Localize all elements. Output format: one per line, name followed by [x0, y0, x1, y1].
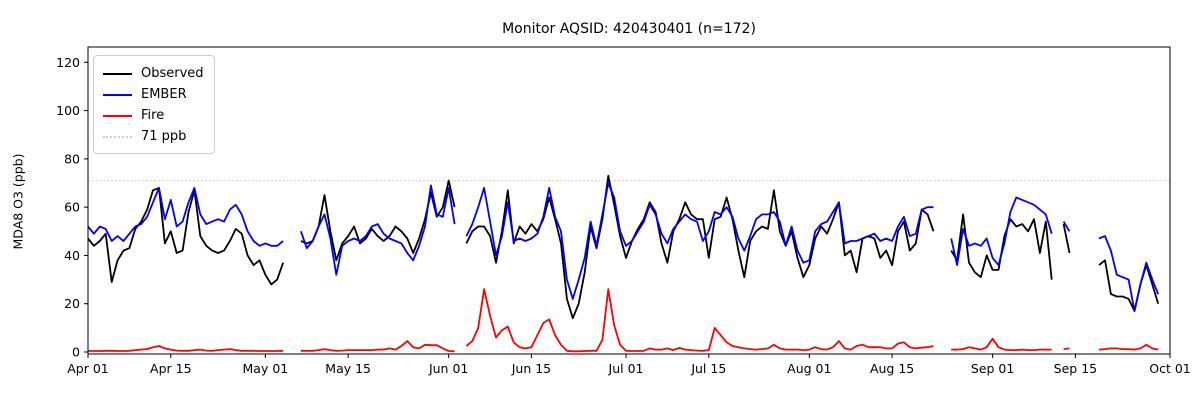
chart-title: Monitor AQSID: 420430401 (n=172) — [502, 21, 756, 37]
series-observed-line — [1098, 259, 1160, 312]
series-ember-line — [465, 182, 934, 300]
x-tick-label: Aug 01 — [787, 361, 831, 376]
series-fire-line — [300, 340, 455, 353]
x-tick-label: Apr 15 — [150, 361, 192, 376]
legend-entry-71-ppb: 71 ppb — [103, 126, 204, 147]
x-tick-label: Apr 01 — [67, 361, 109, 376]
x-tick-label: Jun 01 — [428, 361, 468, 376]
series-fire-line — [87, 345, 284, 352]
y-tick-label: 40 — [64, 248, 80, 263]
series-ember-line — [300, 184, 456, 276]
x-tick-label: May 15 — [325, 361, 371, 376]
legend-label: Observed — [141, 66, 204, 81]
y-tick-label: 60 — [64, 200, 80, 215]
y-tick-label: 0 — [72, 345, 80, 360]
series-fire-line — [951, 337, 1052, 352]
legend-line-sample — [103, 114, 132, 117]
legend: Observed EMBER Fire 71 ppb — [93, 55, 215, 154]
series-ember-line — [1098, 235, 1160, 312]
legend-line-sample — [103, 72, 132, 75]
legend-label: EMBER — [141, 87, 187, 102]
series-observed-line — [1062, 223, 1071, 254]
y-axis-label: MDA8 O3 (ppb) — [10, 153, 26, 250]
legend-entry-fire: Fire — [103, 105, 204, 126]
x-tick-label: Sep 15 — [1054, 361, 1097, 376]
plot-area — [88, 47, 1170, 354]
x-tick-label: Jul 01 — [608, 361, 644, 376]
series-ember-line — [87, 186, 284, 247]
x-tick-label: May 01 — [243, 361, 289, 376]
series-ember-line — [950, 196, 1053, 267]
y-tick-label: 100 — [56, 103, 80, 118]
legend-line-sample — [103, 135, 132, 138]
legend-entry-observed: Observed — [103, 63, 204, 84]
series-ember-line — [1062, 221, 1071, 232]
legend-label: 71 ppb — [141, 129, 187, 144]
y-tick-label: 80 — [64, 151, 80, 166]
series-fire-line — [465, 288, 934, 353]
x-tick-label: Jul 15 — [690, 361, 726, 376]
y-tick-label: 20 — [64, 296, 80, 311]
legend-line-sample — [103, 93, 132, 96]
x-tick-label: Aug 15 — [870, 361, 914, 376]
legend-entry-ember: EMBER — [103, 84, 204, 105]
y-tick-label: 120 — [56, 55, 80, 70]
x-tick-label: Oct 01 — [1149, 361, 1191, 376]
series-observed-line — [87, 186, 284, 286]
x-tick-label: Jun 15 — [511, 361, 551, 376]
series-fire-line — [1098, 343, 1159, 351]
series-fire-line — [1063, 347, 1070, 350]
legend-label: Fire — [141, 108, 165, 123]
x-tick-label: Sep 01 — [971, 361, 1014, 376]
axes-frame — [87, 46, 1171, 355]
